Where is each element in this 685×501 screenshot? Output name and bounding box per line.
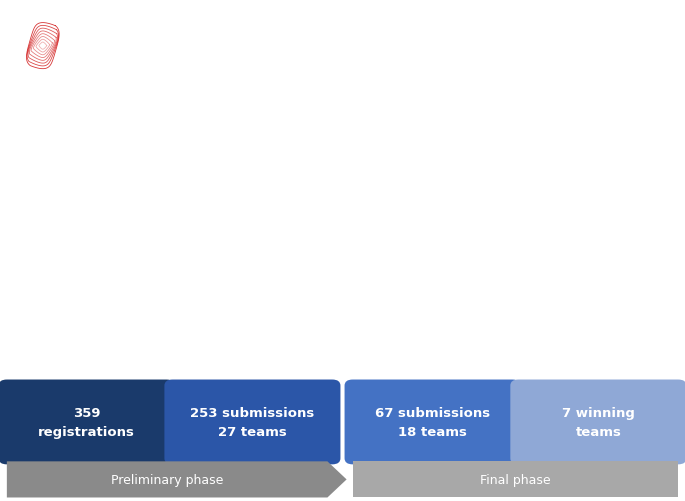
Text: 253 submissions
27 teams: 253 submissions 27 teams — [190, 406, 314, 438]
Text: autoPET: autoPET — [25, 75, 61, 84]
FancyBboxPatch shape — [345, 380, 521, 464]
Text: Preliminary phase: Preliminary phase — [111, 473, 223, 486]
FancyBboxPatch shape — [164, 380, 340, 464]
FancyBboxPatch shape — [510, 380, 685, 464]
Polygon shape — [353, 461, 678, 497]
Polygon shape — [7, 461, 347, 497]
Text: 359
registrations: 359 registrations — [38, 406, 135, 438]
FancyBboxPatch shape — [0, 380, 175, 464]
Text: 7 winning
teams: 7 winning teams — [562, 406, 635, 438]
Text: 67 submissions
18 teams: 67 submissions 18 teams — [375, 406, 490, 438]
Text: Final phase: Final phase — [480, 473, 551, 486]
Text: 2022: 2022 — [27, 93, 58, 103]
